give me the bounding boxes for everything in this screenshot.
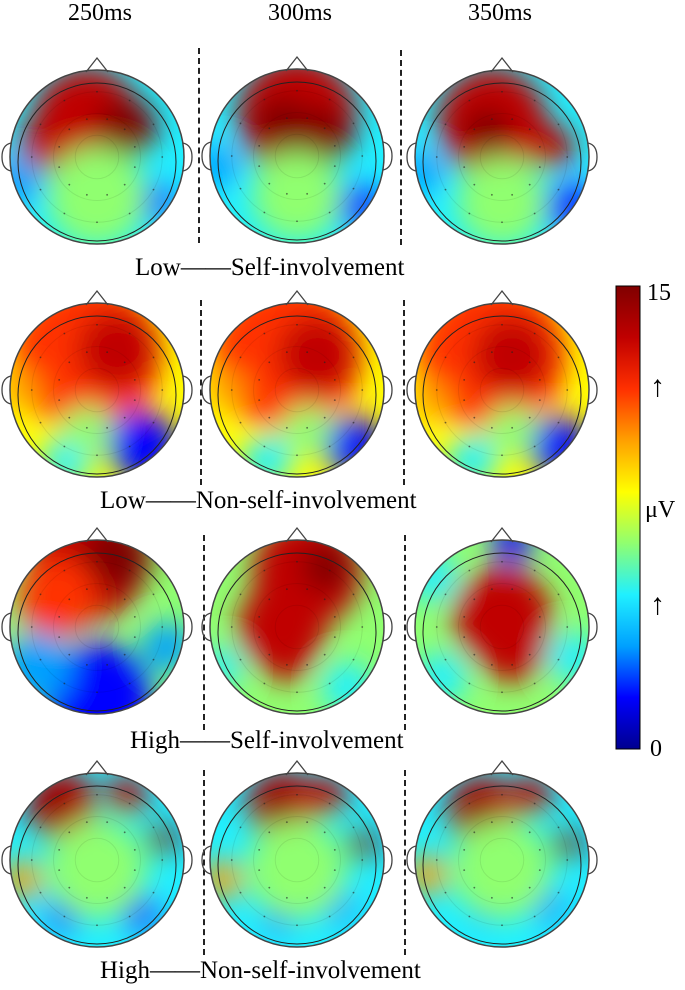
colorbar-max-label: 15 [647, 280, 671, 306]
row-caption-high-nonself: High——Non-self-involvement [100, 957, 421, 984]
arrow-up-icon: ↑ [650, 588, 665, 621]
row-caption-low-nonself: Low——Non-self-involvement [100, 487, 417, 514]
topomap-3-2 [201, 526, 393, 715]
topomap-2-2 [201, 289, 393, 478]
colorbar-unit-label: μV [645, 497, 676, 523]
row-caption-low-self: Low——Self-involvement [135, 254, 405, 281]
topomap-1-2 [201, 55, 393, 244]
topomap-2-1 [1, 289, 193, 478]
topomap-3-1 [1, 526, 193, 715]
column-header-300ms: 300ms [267, 0, 332, 26]
column-header-350ms: 350ms [467, 0, 532, 26]
topomap-3-3 [406, 526, 598, 715]
arrow-up-icon: ↑ [650, 370, 665, 403]
divider-left [200, 300, 202, 485]
topomap-4-1 [1, 759, 193, 948]
topomap-1-3 [406, 56, 598, 245]
column-header-250ms: 250ms [67, 0, 132, 26]
divider-right [403, 300, 405, 485]
colorbar-min-label: 0 [650, 736, 662, 762]
colorbar [615, 285, 641, 750]
divider-right [404, 770, 406, 955]
divider-right [400, 50, 402, 245]
topomap-1-1 [1, 56, 193, 245]
divider-left [203, 770, 205, 955]
topomap-4-2 [201, 759, 393, 948]
topomap-4-3 [406, 759, 598, 948]
divider-left [203, 535, 205, 730]
divider-right [404, 535, 406, 730]
divider-left [198, 48, 200, 243]
topomap-2-3 [406, 289, 598, 478]
row-caption-high-self: High——Self-involvement [130, 727, 404, 754]
